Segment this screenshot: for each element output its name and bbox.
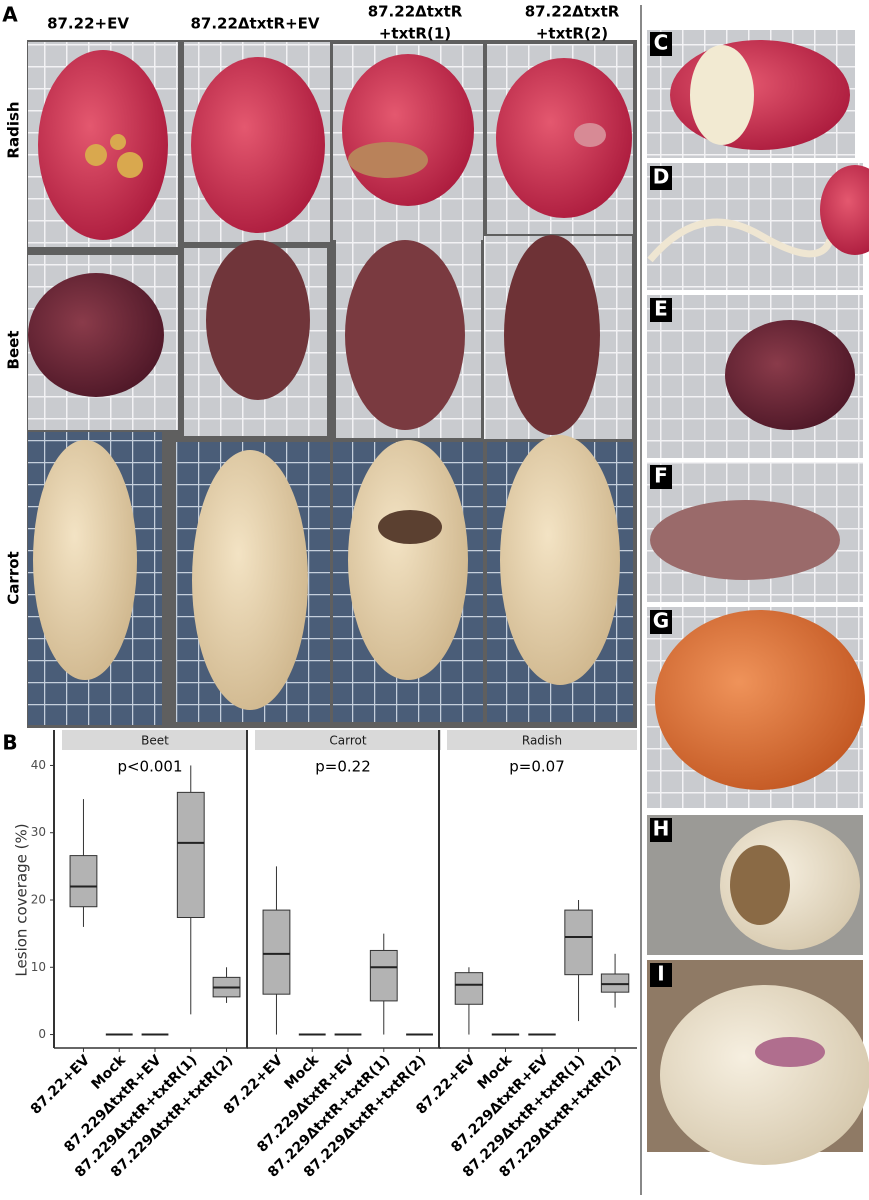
panel-label: G xyxy=(653,609,669,633)
panel-label: A xyxy=(2,3,18,27)
vegetable xyxy=(504,235,600,435)
annotation: p=0.22 xyxy=(315,758,371,776)
box xyxy=(600,973,630,993)
y-axis-label: Lesion coverage (%) xyxy=(13,823,31,976)
annotation: p=0.07 xyxy=(509,758,565,776)
lesion xyxy=(110,134,126,150)
lesion xyxy=(117,152,143,178)
lesion xyxy=(574,123,606,147)
vegetable xyxy=(820,165,869,255)
lesion xyxy=(378,510,442,544)
box xyxy=(369,949,398,1002)
vegetable xyxy=(660,985,869,1165)
y-tick-label: 0 xyxy=(38,1027,46,1041)
vegetable xyxy=(345,240,465,430)
vegetable xyxy=(342,54,474,206)
vegetable xyxy=(500,435,620,685)
annotation: p<0.001 xyxy=(117,758,182,776)
panel-label: C xyxy=(654,31,669,55)
y-tick-label: 30 xyxy=(31,825,46,839)
lesion xyxy=(755,1037,825,1067)
vegetable xyxy=(191,57,325,233)
panel-label-box xyxy=(650,610,672,634)
vegetable xyxy=(33,440,137,680)
facet-strip xyxy=(62,730,248,750)
facet-strip xyxy=(447,730,637,750)
column-label: +txtR(2) xyxy=(536,25,608,43)
panel-a-photos xyxy=(27,40,637,728)
lesion xyxy=(730,845,790,925)
box xyxy=(69,855,98,908)
y-tick-label: 10 xyxy=(31,960,46,974)
box xyxy=(454,972,484,1005)
row-label: Beet xyxy=(5,331,23,370)
vegetable xyxy=(206,240,310,400)
vegetable xyxy=(28,273,164,397)
vegetable xyxy=(348,440,468,680)
column-label: +txtR(1) xyxy=(379,25,451,43)
vegetable xyxy=(650,500,840,580)
panel-label-box xyxy=(650,963,672,987)
y-tick-label: 40 xyxy=(31,758,46,772)
facet-strip xyxy=(255,730,441,750)
panel-label-box xyxy=(650,818,672,842)
row-label: Carrot xyxy=(5,551,23,604)
panel-label: E xyxy=(654,297,668,321)
lesion xyxy=(690,45,754,145)
column-label: 87.22ΔtxtR xyxy=(368,3,463,21)
row-label: Radish xyxy=(5,101,23,158)
panel-label: B xyxy=(2,731,17,755)
column-label: 87.22+EV xyxy=(47,15,129,33)
column-label: 87.22ΔtxtR+EV xyxy=(190,15,319,33)
panel-label-box xyxy=(650,32,672,56)
facet-label: Carrot xyxy=(329,734,366,748)
box xyxy=(262,909,291,995)
panel-label-box xyxy=(650,298,672,322)
facet-label: Radish xyxy=(522,734,562,748)
panel-label: H xyxy=(653,817,670,841)
root xyxy=(647,218,834,263)
box xyxy=(176,791,205,918)
box xyxy=(564,909,593,976)
panel-label: I xyxy=(657,962,664,986)
x-tick-label: 87.22+EV xyxy=(28,1052,93,1117)
vegetable xyxy=(192,450,308,710)
column-label: 87.22ΔtxtR xyxy=(525,3,620,21)
panel-label-box xyxy=(650,166,672,190)
panel-label-box xyxy=(650,465,672,489)
vegetable xyxy=(655,610,865,790)
side-photos xyxy=(647,30,869,1165)
panel-label: F xyxy=(654,464,668,488)
lesion xyxy=(348,142,428,178)
y-tick-label: 20 xyxy=(31,893,46,907)
panel-label: D xyxy=(653,165,670,189)
lesion xyxy=(85,144,107,166)
box-plot: Beet p<0.001 0 10 20 30 40 Lesion coverage (%) 8… xyxy=(13,730,637,1181)
vegetable xyxy=(496,58,632,218)
labels: A B C D E F G H I 87.22+EV 87.22ΔtxtR+EV 87.22ΔtxtR… xyxy=(2,3,672,987)
vegetable xyxy=(725,320,855,430)
vegetable xyxy=(38,50,168,240)
facet-label: Beet xyxy=(141,734,169,748)
